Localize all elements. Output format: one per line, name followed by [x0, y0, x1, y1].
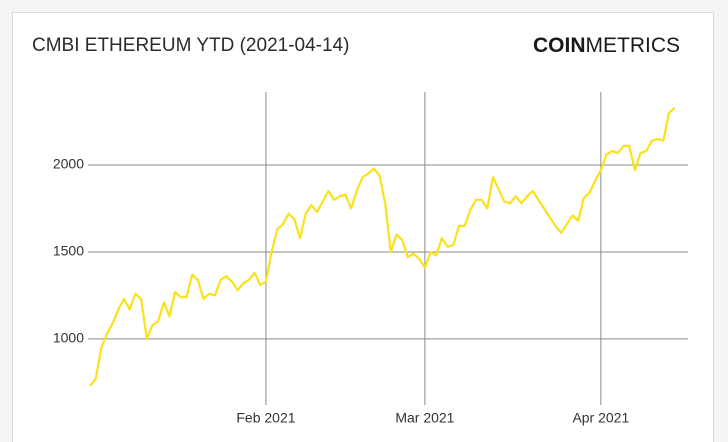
- y-tick-label: 1000: [53, 330, 84, 346]
- y-tick-label: 2000: [53, 156, 84, 172]
- x-tick-label: Feb 2021: [236, 410, 295, 426]
- logo: COINMETRICS: [533, 34, 680, 57]
- card: [12, 12, 714, 442]
- logo-bold: COIN: [533, 34, 586, 57]
- x-tick-label: Apr 2021: [572, 410, 629, 426]
- logo-light: METRICS: [586, 34, 681, 57]
- x-tick-label: Mar 2021: [395, 410, 454, 426]
- y-tick-label: 1500: [53, 243, 84, 259]
- chart-title: CMBI ETHEREUM YTD (2021-04-14): [32, 35, 349, 56]
- line: [89, 106, 676, 387]
